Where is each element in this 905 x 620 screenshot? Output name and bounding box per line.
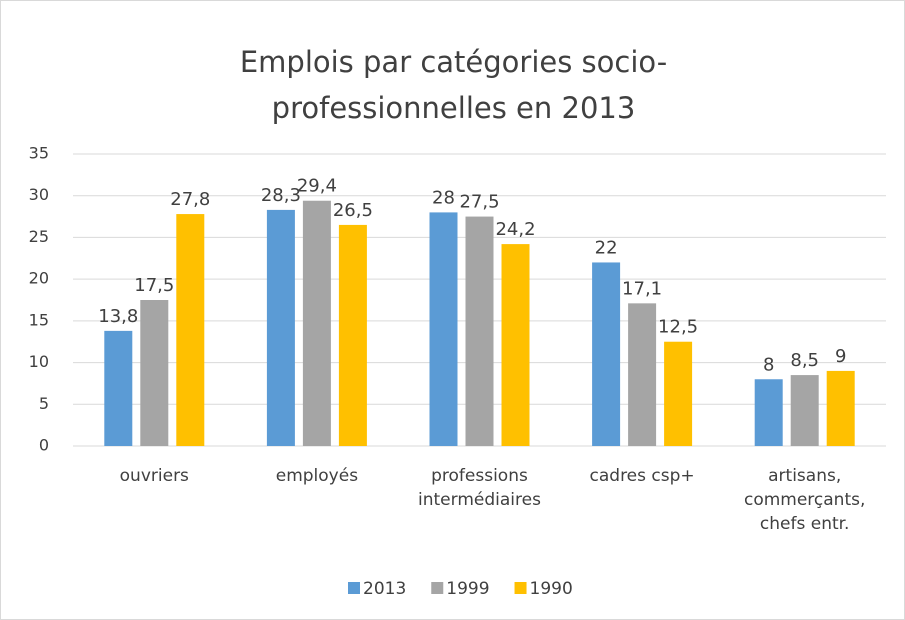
legend-label: 2013 — [363, 579, 406, 599]
legend-swatch — [348, 582, 360, 594]
bar — [790, 375, 819, 446]
y-tick-label: 35 — [29, 144, 49, 163]
data-label: 28,3 — [261, 185, 301, 206]
data-label: 29,4 — [297, 176, 337, 197]
bar — [826, 370, 855, 446]
bar — [501, 244, 530, 446]
y-tick-label: 0 — [39, 436, 49, 455]
bar — [465, 216, 494, 446]
data-label: 27,5 — [459, 192, 499, 213]
x-tick-label: professions intermédiaires — [418, 466, 541, 510]
bar — [429, 212, 458, 446]
bar — [592, 262, 621, 446]
legend-label: 1990 — [530, 579, 573, 599]
data-label: 8 — [763, 354, 774, 375]
bar — [628, 303, 657, 446]
x-tick-label: ouvriers — [119, 466, 189, 486]
data-label: 24,2 — [495, 219, 535, 240]
bar — [338, 224, 367, 446]
data-label: 12,5 — [658, 317, 698, 338]
y-tick-label: 25 — [29, 227, 49, 246]
data-label: 17,5 — [134, 275, 174, 296]
bar — [302, 200, 331, 446]
data-label: 22 — [595, 237, 618, 258]
data-label: 27,8 — [170, 189, 210, 210]
bar — [140, 300, 169, 446]
bar — [754, 379, 783, 446]
data-label: 13,8 — [98, 306, 138, 327]
y-tick-label: 10 — [29, 352, 49, 371]
data-label: 8,5 — [790, 350, 819, 371]
legend-label: 1999 — [446, 579, 489, 599]
x-tick-label: cadres csp+ — [589, 466, 695, 486]
y-tick-label: 20 — [29, 269, 49, 288]
legend-swatch — [431, 582, 444, 594]
bar — [664, 341, 693, 446]
y-tick-label: 15 — [29, 310, 49, 329]
y-tick-label: 30 — [29, 185, 49, 204]
data-label: 28 — [432, 187, 455, 208]
bar — [104, 330, 133, 446]
bar — [266, 209, 295, 446]
x-tick-label: artisans, commerçants, chefs entr. — [743, 466, 866, 534]
data-label: 26,5 — [333, 200, 373, 221]
chart-title: Emplois par catégories socio-professionn… — [239, 45, 668, 125]
data-label: 9 — [835, 346, 846, 367]
bar — [176, 214, 205, 446]
data-label: 17,1 — [622, 278, 662, 299]
legend-swatch — [514, 582, 527, 594]
x-tick-label: employés — [275, 466, 359, 486]
y-tick-label: 5 — [39, 394, 49, 413]
